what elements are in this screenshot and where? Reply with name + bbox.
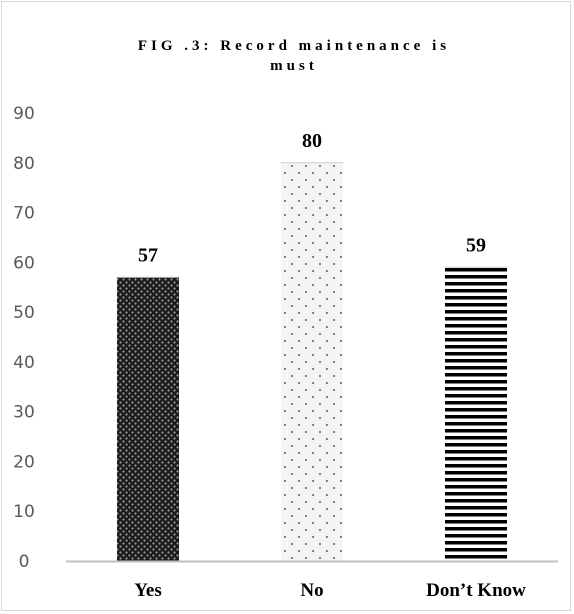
bars — [117, 162, 507, 561]
y-tick-label: 0 — [19, 552, 30, 572]
y-tick-label: 20 — [13, 452, 35, 472]
y-tick-label: 30 — [13, 403, 35, 423]
y-tick-label: 70 — [13, 204, 35, 224]
y-tick-label: 50 — [13, 303, 35, 323]
data-label: 59 — [466, 234, 486, 256]
data-label: 80 — [302, 130, 322, 152]
bar-no — [281, 162, 343, 561]
bar-yes — [117, 277, 179, 561]
y-tick-label: 80 — [13, 154, 35, 174]
chart-title-line-2: must — [270, 58, 318, 74]
x-tick-label: No — [300, 580, 323, 601]
y-tick-label: 90 — [13, 104, 35, 124]
bar-don-t-know — [445, 267, 507, 561]
y-tick-label: 10 — [13, 502, 35, 522]
x-axis-ticks: Yes No Don’t Know — [134, 580, 526, 601]
y-axis-ticks: 0 10 20 30 40 50 60 70 80 90 — [13, 104, 35, 572]
chart-title-line-1: FIG .3: Record maintenance is — [138, 38, 450, 54]
x-tick-label: Don’t Know — [426, 580, 526, 601]
x-tick-label: Yes — [134, 580, 161, 601]
data-label: 57 — [138, 244, 158, 266]
y-tick-label: 60 — [13, 253, 35, 273]
data-labels: 57 80 59 — [138, 130, 486, 266]
y-tick-label: 40 — [13, 353, 35, 373]
